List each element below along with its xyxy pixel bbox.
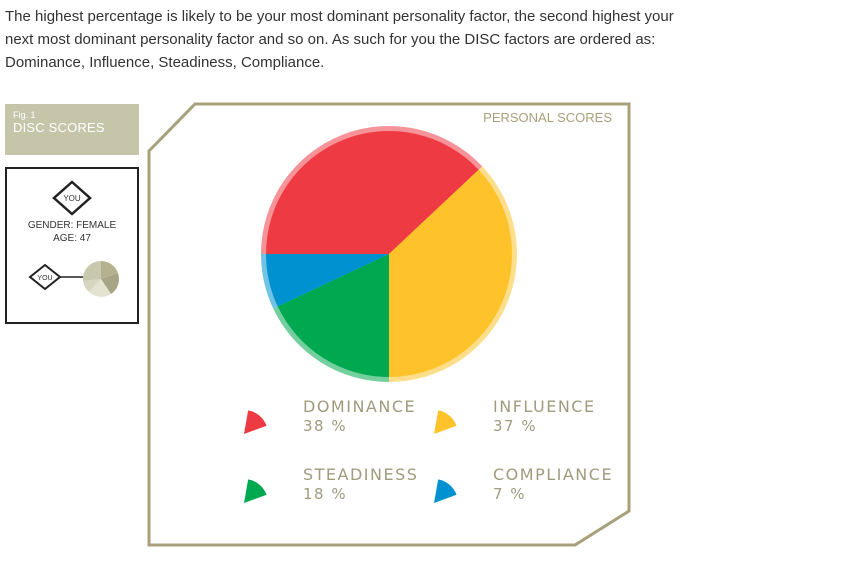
legend-wedge-icon-compliance — [434, 479, 457, 503]
you-badge-label: YOU — [63, 194, 81, 203]
legend-label-dominance: DOMINANCE — [303, 397, 417, 416]
pie-slice-compliance — [266, 254, 389, 307]
legend-label-steadiness: STEADINESS — [303, 465, 419, 484]
intro-line-3: Dominance, Influence, Steadiness, Compli… — [5, 54, 325, 71]
legend-label-compliance: COMPLIANCE — [493, 465, 614, 484]
legend-value-compliance: 7 % — [493, 485, 527, 503]
legend-value-dominance: 38 % — [303, 417, 348, 435]
you-badge-icon: YOU — [52, 180, 92, 216]
you-legend-label: YOU — [37, 275, 52, 282]
pie-chart — [261, 126, 517, 382]
panel-title: PERSONAL SCORES — [483, 110, 612, 125]
legend-value-steadiness: 18 % — [303, 485, 348, 503]
intro-text: The highest percentage is likely to be y… — [5, 5, 745, 74]
pie-slice-ring-influence — [389, 166, 517, 382]
legend-wedge-icon-influence — [434, 410, 457, 434]
pie-slice-ring-steadiness — [273, 254, 389, 382]
figure-tab: Fig. 1 DISC SCORES — [5, 104, 139, 155]
pie-slice-ring-dominance — [261, 126, 483, 254]
profile-age: AGE: 47 — [53, 233, 91, 244]
intro-line-2: next most dominant personality factor an… — [5, 31, 656, 48]
figure-number: Fig. 1 — [13, 110, 36, 120]
profile-graphics: YOU YOU — [28, 180, 120, 297]
pie-slice-ring-compliance — [261, 254, 389, 309]
profile-gender: GENDER: FEMALE — [27, 220, 117, 231]
legend-value-influence: 37 % — [493, 417, 538, 435]
you-legend-icon: YOU — [28, 263, 84, 291]
intro-line-1: The highest percentage is likely to be y… — [5, 8, 674, 25]
pie-slice-dominance — [266, 130, 479, 254]
legend-icons — [244, 410, 457, 503]
figure-title: DISC SCORES — [13, 120, 105, 135]
profile-box: YOU YOU GENDER: FEMALE AGE: 47 — [5, 167, 139, 324]
legend-label-influence: INFLUENCE — [493, 397, 596, 416]
mini-pie-icon — [82, 260, 120, 297]
pie-slice-steadiness — [277, 254, 389, 377]
pie-slice-influence — [389, 169, 512, 377]
legend-wedge-icon-steadiness — [244, 479, 267, 503]
legend-wedge-icon-dominance — [244, 410, 267, 434]
